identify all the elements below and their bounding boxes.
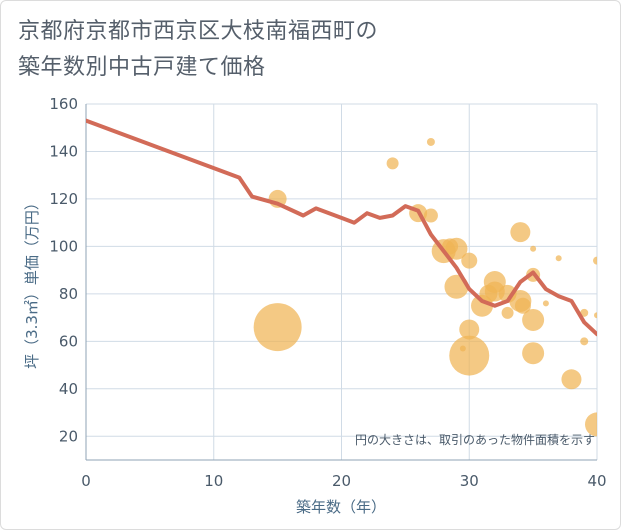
bubble-point-12 — [449, 335, 490, 376]
x-tick-label-3: 30 — [460, 472, 479, 490]
bubble-point-2 — [386, 157, 399, 170]
bubble-point-28 — [555, 255, 562, 262]
chart-title-line1: 京都府京都市西京区大枝南福西町の — [18, 19, 379, 44]
bubble-point-23 — [530, 245, 537, 252]
y-tick-label-6: 140 — [49, 142, 78, 160]
bubble-point-33 — [594, 312, 597, 319]
y-tick-label-3: 80 — [59, 285, 78, 303]
y-tick-label-0: 20 — [59, 427, 78, 445]
chart-title: 京都府京都市西京区大枝南福西町の 築年数別中古戸建て価格 — [18, 14, 578, 86]
bubble-point-27 — [542, 300, 549, 307]
bubble-series — [253, 137, 597, 437]
chart-title-line2: 築年数別中古戸建て価格 — [18, 55, 266, 80]
bubble-point-31 — [580, 337, 589, 346]
y-tick-label-2: 60 — [59, 332, 78, 350]
bubble-point-34 — [585, 412, 597, 437]
bubble-point-0 — [253, 303, 302, 352]
y-axis-label: 坪（3.3㎡）単価（万円） — [23, 195, 41, 369]
bubble-point-25 — [522, 308, 545, 331]
size-note: 円の大きさは、取引のあった物件面積を示す — [355, 432, 595, 447]
bubble-point-5 — [423, 208, 438, 223]
y-tick-label-7: 160 — [49, 95, 78, 113]
bubble-point-20 — [510, 222, 531, 243]
bubble-point-19 — [501, 306, 514, 319]
bubble-point-13 — [459, 319, 480, 340]
bubble-point-3 — [426, 137, 435, 146]
bubble-point-32 — [593, 256, 597, 265]
x-tick-label-0: 0 — [81, 472, 91, 490]
bubble-point-29 — [561, 369, 582, 390]
x-axis-label: 築年数（年） — [296, 498, 386, 516]
bubble-point-26 — [522, 342, 545, 365]
x-tick-label-1: 10 — [204, 472, 223, 490]
trend-series — [86, 118, 597, 337]
trend-line — [86, 118, 597, 337]
x-tick-label-2: 20 — [332, 472, 351, 490]
bubble-point-22 — [514, 297, 531, 314]
grid-lines — [85, 103, 598, 461]
bubble-point-11 — [461, 252, 478, 269]
x-tick-label-4: 40 — [587, 472, 606, 490]
bubble-point-30 — [580, 308, 589, 317]
y-tick-label-5: 120 — [49, 190, 78, 208]
y-tick-label-1: 40 — [59, 380, 78, 398]
bubble-point-8 — [445, 237, 468, 260]
tick-labels: 0 10 20 30 40 20 40 60 80 100 120 140 160 — [49, 95, 606, 490]
y-tick-label-4: 100 — [49, 237, 78, 255]
